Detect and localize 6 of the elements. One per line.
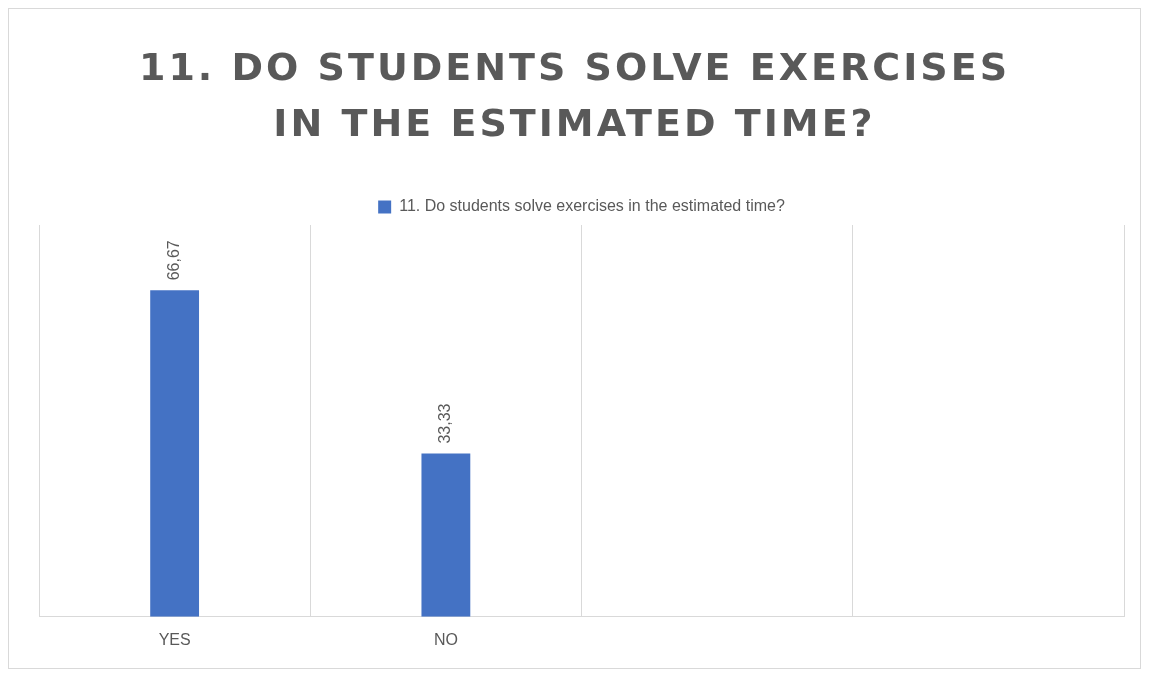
legend-label: 11. Do students solve exercises in the estimated time? (399, 197, 785, 215)
data-label: 66,67 (165, 240, 183, 281)
chart-title: 11. DO STUDENTS SOLVE EXERCISES IN THE ESTIMATED TIME? (137, 44, 1011, 147)
data-label: 33,33 (436, 403, 454, 444)
x-tick-label: YES (158, 630, 191, 648)
x-tick-label: NO (433, 630, 458, 648)
